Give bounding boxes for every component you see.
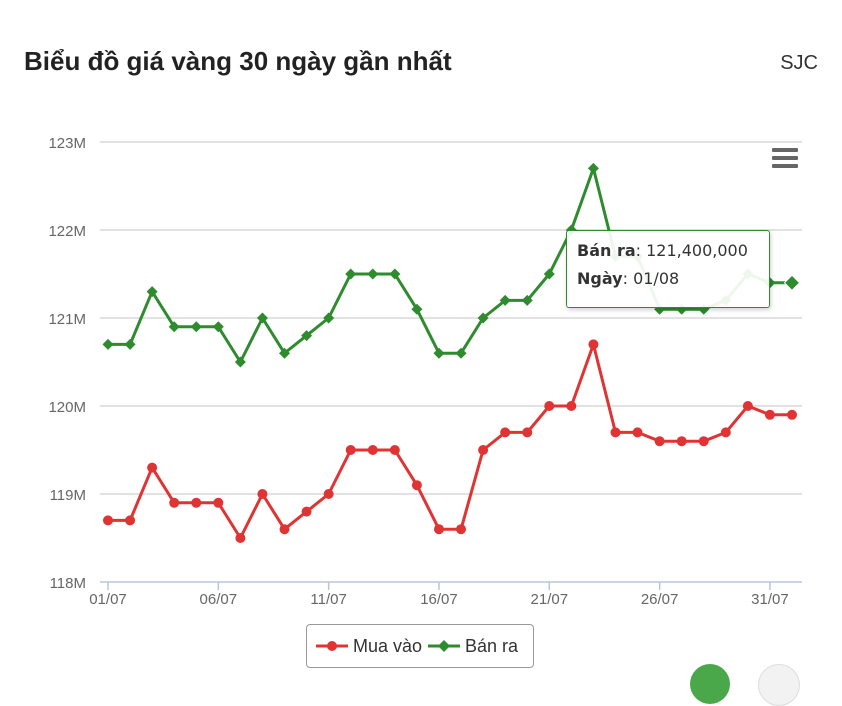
x-tick-label: 31/07 [751,591,789,608]
data-point[interactable] [190,321,202,333]
data-point[interactable] [169,497,180,508]
data-point[interactable] [191,497,202,508]
legend-sell-label: Bán ra [465,635,519,656]
data-point[interactable] [345,445,356,455]
data-point[interactable] [147,462,158,473]
data-point[interactable] [212,321,224,333]
y-tick-label: 119M [50,487,86,504]
data-point[interactable] [787,409,797,420]
series-line [108,342,792,540]
data-point[interactable] [411,480,422,491]
data-point[interactable] [433,524,444,535]
data-point[interactable] [257,489,268,499]
data-point[interactable] [125,515,136,526]
x-tick-label: 06/07 [200,591,238,608]
data-point[interactable] [456,524,467,535]
data-point[interactable] [323,489,334,499]
data-point[interactable] [345,268,357,280]
y-tick-label: 122M [48,223,86,240]
data-point[interactable] [587,162,599,174]
data-point[interactable] [124,338,136,350]
y-tick-label: 121M [48,311,86,328]
data-point[interactable] [146,286,158,298]
data-point[interactable] [543,268,555,280]
price-line-chart: 118M 119M 120M 121M 122M 123M 01/07 06/07 11/07… [48,135,802,608]
data-point[interactable] [102,338,114,350]
x-tick-label: 26/07 [641,591,679,608]
tooltip-series-row: Bán ra: 121,400,000 [577,241,748,260]
data-point[interactable] [301,330,313,342]
data-point[interactable] [783,274,801,292]
data-point[interactable] [499,294,511,306]
data-point[interactable] [103,515,113,526]
data-point[interactable] [455,347,467,359]
data-point[interactable] [742,401,753,411]
data-point[interactable] [411,303,423,315]
data-point[interactable] [478,445,489,455]
data-point[interactable] [279,524,290,535]
tooltip-date-row: Ngày: 01/08 [577,269,680,288]
data-point[interactable] [654,436,665,447]
data-point[interactable] [234,356,246,368]
y-tick-label: 123M [48,135,86,152]
floating-secondary-icon[interactable] [758,664,800,706]
data-point[interactable] [588,339,599,350]
x-tick-label: 16/07 [420,591,458,608]
brand-label: SJC [780,52,818,74]
data-tooltip: Bán ra: 121,400,000 Ngày: 01/08 [566,230,770,308]
legend-buy-label: Mua vào [353,635,423,656]
tooltip-series-label: Bán ra [577,241,636,260]
data-point[interactable] [279,347,291,359]
data-point[interactable] [389,268,401,280]
data-point[interactable] [477,312,489,324]
y-tick-label: 120M [48,399,86,416]
x-axis-labels: 01/07 06/07 11/07 16/07 21/07 26/07 31/07 [89,582,789,608]
floating-action-icon[interactable] [690,664,730,704]
data-point[interactable] [168,321,180,333]
data-point[interactable] [764,409,775,420]
x-tick-label: 21/07 [531,591,569,608]
data-point[interactable] [367,445,378,455]
data-point[interactable] [522,427,533,438]
tooltip-series-value: 121,400,000 [646,241,748,260]
data-point[interactable] [566,401,577,411]
data-point[interactable] [698,436,709,447]
data-point[interactable] [632,427,643,438]
chart-legend: Mua vào Bán ra [306,624,534,668]
legend-item-buy[interactable]: Mua vào [315,625,422,667]
y-tick-label: 118M [50,575,86,592]
data-point[interactable] [521,294,533,306]
data-point[interactable] [610,427,621,438]
chart-title: Biểu đồ giá vàng 30 ngày gần nhất [24,46,452,76]
x-tick-label: 01/07 [89,591,127,608]
data-point[interactable] [433,347,445,359]
data-point[interactable] [544,401,555,411]
data-point[interactable] [301,506,312,517]
series-buy [103,339,797,543]
y-axis-labels: 118M 119M 120M 121M 122M 123M [48,135,86,592]
legend-item-sell[interactable]: Bán ra [427,625,518,667]
data-point[interactable] [256,312,268,324]
data-point[interactable] [500,427,511,438]
tooltip-date-label: Ngày [577,269,623,288]
data-point[interactable] [235,533,246,543]
data-point[interactable] [389,445,400,455]
series-layer [102,162,801,543]
hamburger-menu-icon[interactable] [770,148,800,172]
data-point[interactable] [676,436,687,447]
data-point[interactable] [720,427,731,438]
data-point[interactable] [213,497,224,508]
data-point[interactable] [367,268,379,280]
legend-sell-marker-icon [428,640,460,652]
tooltip-date-value: 01/08 [633,269,680,288]
legend-buy-marker-icon [316,641,348,651]
data-point[interactable] [323,312,335,324]
x-tick-label: 11/07 [310,591,346,608]
